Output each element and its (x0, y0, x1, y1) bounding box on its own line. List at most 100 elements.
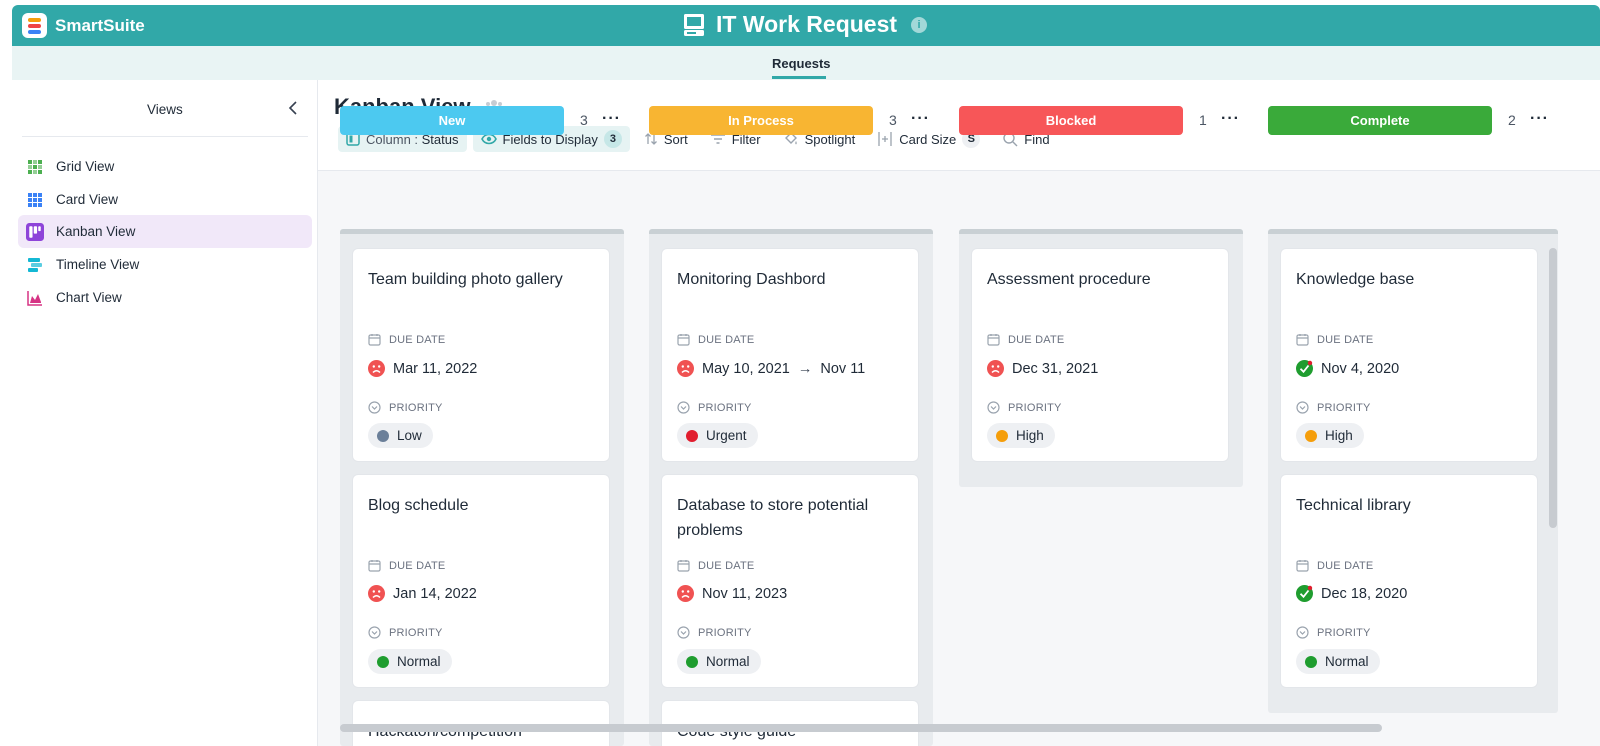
tab-requests[interactable]: Requests (772, 56, 831, 71)
priority-pill: High (987, 423, 1055, 448)
priority-dot (686, 429, 698, 442)
due-date-value: Dec 31, 2021 (987, 360, 1098, 377)
sidebar-item-chart-view[interactable]: Chart View (18, 281, 312, 314)
overdue-frown-icon (368, 585, 385, 602)
views-sidebar: Views Grid View Card View Kanban View Ti… (12, 80, 318, 746)
sidebar-item-label: Timeline View (56, 257, 140, 272)
chevron-down-circle-icon (677, 626, 690, 639)
chevron-down-circle-icon (987, 401, 1000, 414)
find-label: Find (1024, 131, 1050, 147)
priority-label: PRIORITY (368, 401, 443, 414)
sidebar-item-label: Chart View (56, 290, 122, 305)
fields-count-badge: 3 (603, 130, 622, 148)
kanban-icon (26, 222, 44, 241)
sidebar-item-timeline-view[interactable]: Timeline View (18, 248, 312, 281)
sidebar-item-label: Grid View (56, 159, 115, 174)
column-count: 1 (1199, 112, 1207, 128)
chevron-down-circle-icon (1296, 401, 1309, 414)
toolbar-divider (318, 170, 1600, 171)
due-date-label: DUE DATE (1296, 333, 1373, 346)
sidebar-item-kanban-view[interactable]: Kanban View (18, 215, 312, 248)
priority-label: PRIORITY (677, 401, 752, 414)
card-icon (26, 191, 44, 209)
kanban-card[interactable]: Blog schedule DUE DATE Jan 14, 2022 PRIO… (352, 474, 610, 688)
find-button[interactable]: Find (994, 126, 1057, 152)
fields-to-display-label: Fields to Display (502, 131, 598, 147)
kanban-card[interactable]: Technical library DUE DATE Dec 18, 2020 … (1280, 474, 1538, 688)
solution-title[interactable]: IT Work Request i (682, 11, 928, 38)
more-icon[interactable]: ··· (911, 110, 930, 127)
more-icon[interactable]: ··· (1530, 110, 1549, 127)
chart-icon (26, 289, 44, 307)
priority-dot (377, 655, 389, 668)
chevron-down-circle-icon (677, 401, 690, 414)
priority-dot (1305, 429, 1317, 442)
column-status-pill[interactable]: Complete (1268, 106, 1492, 135)
due-date-value: May 10, 2021 → Nov 11 (677, 360, 865, 377)
priority-dot (686, 655, 698, 668)
sidebar-item-grid-view[interactable]: Grid View (18, 150, 312, 183)
more-icon[interactable]: ··· (602, 110, 621, 127)
calendar-icon (368, 334, 381, 346)
chevron-down-circle-icon (368, 401, 381, 414)
more-icon[interactable]: ··· (1221, 110, 1240, 127)
chevron-down-circle-icon (1296, 626, 1309, 639)
overdue-frown-icon (368, 360, 385, 377)
priority-label: PRIORITY (987, 401, 1062, 414)
due-date-value: Jan 14, 2022 (368, 585, 477, 602)
priority-label: PRIORITY (368, 626, 443, 639)
vertical-scrollbar[interactable] (1549, 248, 1557, 528)
column-count: 2 (1508, 112, 1516, 128)
priority-dot (1305, 655, 1317, 668)
due-date-label: DUE DATE (368, 559, 445, 572)
kanban-card[interactable]: Hackaton/competition (352, 700, 610, 746)
due-date-label: DUE DATE (987, 333, 1064, 346)
due-date-value: Nov 4, 2020 (1296, 360, 1399, 377)
views-title: Views (147, 102, 183, 117)
column-status-pill[interactable]: New (340, 106, 564, 135)
horizontal-scrollbar[interactable] (340, 724, 1382, 732)
solution-title-text: IT Work Request (716, 11, 898, 37)
sort-icon (644, 133, 657, 145)
sidebar-item-card-view[interactable]: Card View (18, 183, 312, 216)
sidebar-item-label: Kanban View (56, 224, 136, 239)
info-icon[interactable]: i (911, 16, 928, 33)
priority-pill: Normal (677, 649, 761, 674)
kanban-card[interactable]: Team building photo gallery DUE DATE Mar… (352, 248, 610, 462)
priority-label: PRIORITY (1296, 401, 1371, 414)
kanban-card[interactable]: Database to store potential problems DUE… (661, 474, 919, 688)
priority-label: PRIORITY (1296, 626, 1371, 639)
column-count: 3 (889, 112, 897, 128)
kanban-card[interactable]: Code style guide (661, 700, 919, 746)
filter-button[interactable]: Filter (702, 126, 769, 152)
overdue-frown-icon (677, 360, 694, 377)
kanban-card[interactable]: Monitoring Dashbord DUE DATE May 10, 202… (661, 248, 919, 462)
filter-icon (710, 134, 725, 144)
kanban-card[interactable]: Assessment procedure DUE DATE Dec 31, 20… (971, 248, 1229, 462)
spotlight-label: Spotlight (804, 131, 856, 147)
card-title: Team building photo gallery (368, 271, 563, 288)
app-name: SmartSuite (55, 15, 145, 35)
priority-pill: Low (368, 423, 433, 448)
chevron-down-circle-icon (368, 626, 381, 639)
column-prefix: Column : (366, 131, 422, 147)
card-size-label: Card Size (899, 131, 957, 147)
due-date-label: DUE DATE (677, 559, 754, 572)
due-date-value: Nov 11, 2023 (677, 585, 787, 602)
calendar-icon (368, 560, 381, 572)
smartsuite-logo[interactable]: SmartSuite (22, 13, 145, 38)
computer-icon (684, 13, 704, 36)
kanban-card[interactable]: Knowledge base DUE DATE Nov 4, 2020 PRIO… (1280, 248, 1538, 462)
collapse-sidebar-icon[interactable] (286, 100, 300, 116)
column-status-pill[interactable]: Blocked (959, 106, 1183, 135)
overdue-frown-icon (987, 360, 1004, 377)
priority-pill: Normal (368, 649, 452, 674)
filter-label: Filter (731, 131, 761, 147)
card-title: Database to store potential problems (677, 497, 869, 539)
due-date-value: Dec 18, 2020 (1296, 585, 1407, 602)
column-status-pill[interactable]: In Process (649, 106, 873, 135)
calendar-icon (1296, 560, 1309, 572)
sort-button[interactable]: Sort (636, 126, 696, 152)
priority-label: PRIORITY (677, 626, 752, 639)
overdue-frown-icon (677, 585, 694, 602)
